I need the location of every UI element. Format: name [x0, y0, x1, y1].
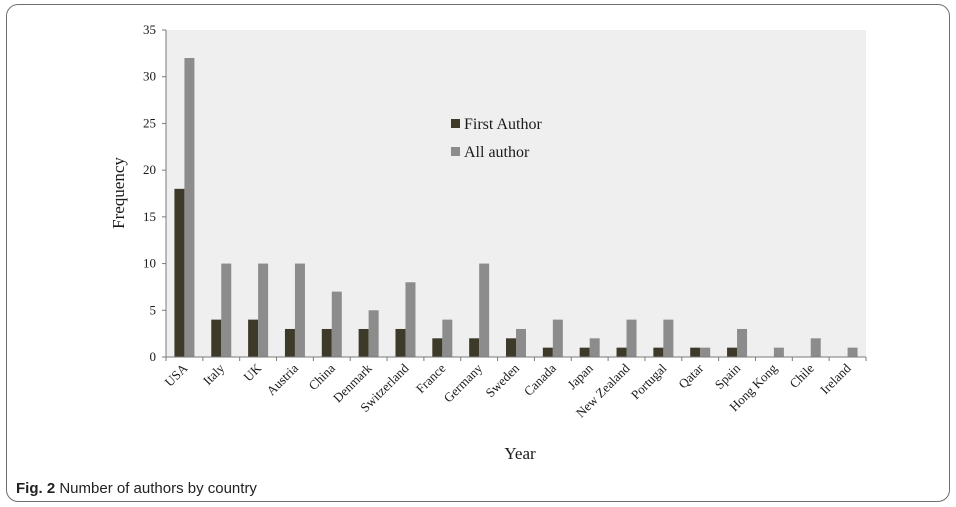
x-tick-label: China [305, 360, 338, 393]
bar-all-author [258, 263, 269, 357]
x-tick-label: UK [240, 360, 264, 384]
y-tick-label: 0 [150, 349, 157, 364]
y-axis-title: Frequency [109, 157, 128, 229]
bar-all-author [479, 263, 490, 357]
bar-all-author [331, 291, 342, 357]
bar-first-author [321, 328, 332, 357]
legend-swatch-all-author [451, 147, 460, 156]
legend-swatch-first-author [451, 119, 460, 128]
bar-all-author [405, 282, 416, 357]
x-tick-label: Germany [440, 360, 485, 405]
y-tick-label: 35 [143, 22, 156, 37]
bar-first-author [579, 347, 590, 357]
y-tick-label: 30 [143, 69, 156, 84]
x-tick-label: Japan [564, 360, 596, 392]
bar-all-author [184, 58, 195, 358]
bar-all-author [773, 347, 784, 357]
bar-all-author [663, 319, 674, 357]
y-tick-label: 5 [150, 302, 157, 317]
bar-first-author [469, 338, 480, 357]
x-tick-label: Sweden [482, 360, 522, 400]
x-tick-label: Portugal [628, 360, 670, 402]
bar-first-author [284, 328, 295, 357]
bar-all-author [552, 319, 563, 357]
bar-all-author [810, 338, 821, 357]
figure-caption-label: Fig. 2 [16, 480, 56, 497]
bar-first-author [727, 347, 738, 357]
x-axis-title: Year [504, 444, 536, 463]
x-tick-label: Canada [521, 360, 559, 398]
figure-caption-text: Number of authors by country [59, 480, 257, 497]
bar-first-author [653, 347, 664, 357]
bar-first-author [248, 319, 259, 357]
bar-all-author [847, 347, 858, 357]
bar-all-author [516, 328, 526, 357]
bar-all-author [626, 319, 637, 357]
y-tick-label: 20 [143, 162, 156, 177]
x-tick-label: Chile [786, 360, 817, 391]
bar-all-author [442, 319, 453, 357]
x-tick-label: USA [162, 360, 191, 389]
legend-label-first-author: First Author [464, 116, 542, 133]
bar-first-author [542, 347, 553, 357]
legend: First Author All author [451, 116, 542, 161]
x-tick-label: Qatar [675, 360, 706, 391]
y-ticks: 0 5 10 15 20 25 30 35 [143, 22, 166, 364]
figure-caption: Fig. 2 Number of authors by country [16, 480, 257, 497]
legend-label-all-author: All author [464, 144, 530, 161]
bar-first-author [358, 328, 369, 357]
x-ticks: USA Italy UK Austria ChinaDenmarkSwitzerland… [162, 357, 867, 420]
bar-all-author [221, 263, 232, 357]
y-tick-label: 15 [143, 209, 156, 224]
bar-first-author [211, 319, 222, 357]
y-tick-label: 10 [143, 256, 156, 271]
x-tick-label: Italy [200, 360, 228, 388]
plot-area [166, 30, 866, 357]
bar-all-author [700, 347, 711, 357]
bar-all-author [589, 338, 600, 357]
bar-first-author [432, 338, 443, 357]
bars-layer [174, 58, 858, 358]
bar-all-author [368, 310, 379, 357]
x-tick-label: Ireland [817, 360, 854, 397]
x-tick-label: Spain [712, 360, 744, 392]
bar-first-author [395, 328, 406, 357]
x-tick-label: Austria [263, 360, 301, 398]
bar-first-author [506, 338, 516, 357]
bar-first-author [690, 347, 701, 357]
bar-all-author [294, 263, 305, 357]
y-tick-label: 25 [143, 115, 156, 130]
bar-first-author [174, 188, 185, 357]
bar-all-author [737, 328, 748, 357]
bar-first-author [616, 347, 627, 357]
